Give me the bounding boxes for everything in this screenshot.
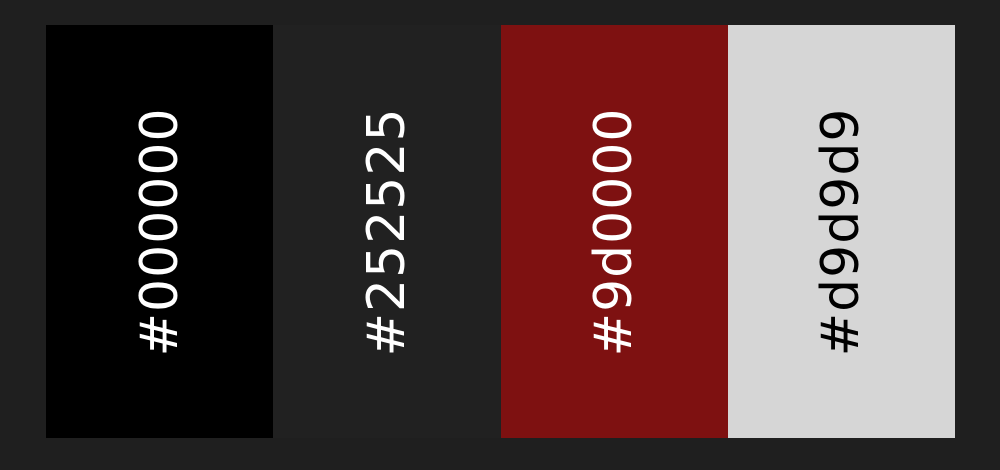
color-palette: #000000 #252525 #9d0000 #d9d9d9 [46, 25, 955, 438]
color-swatch-4: #d9d9d9 [727, 25, 955, 438]
color-hex-label: #252525 [356, 106, 417, 357]
color-hex-label: #9d0000 [584, 107, 645, 356]
color-swatch-3: #9d0000 [500, 25, 728, 438]
color-swatch-2: #252525 [273, 25, 501, 438]
color-swatch-1: #000000 [46, 25, 274, 438]
color-hex-label: #000000 [129, 106, 190, 357]
color-hex-label: #d9d9d9 [811, 107, 872, 356]
